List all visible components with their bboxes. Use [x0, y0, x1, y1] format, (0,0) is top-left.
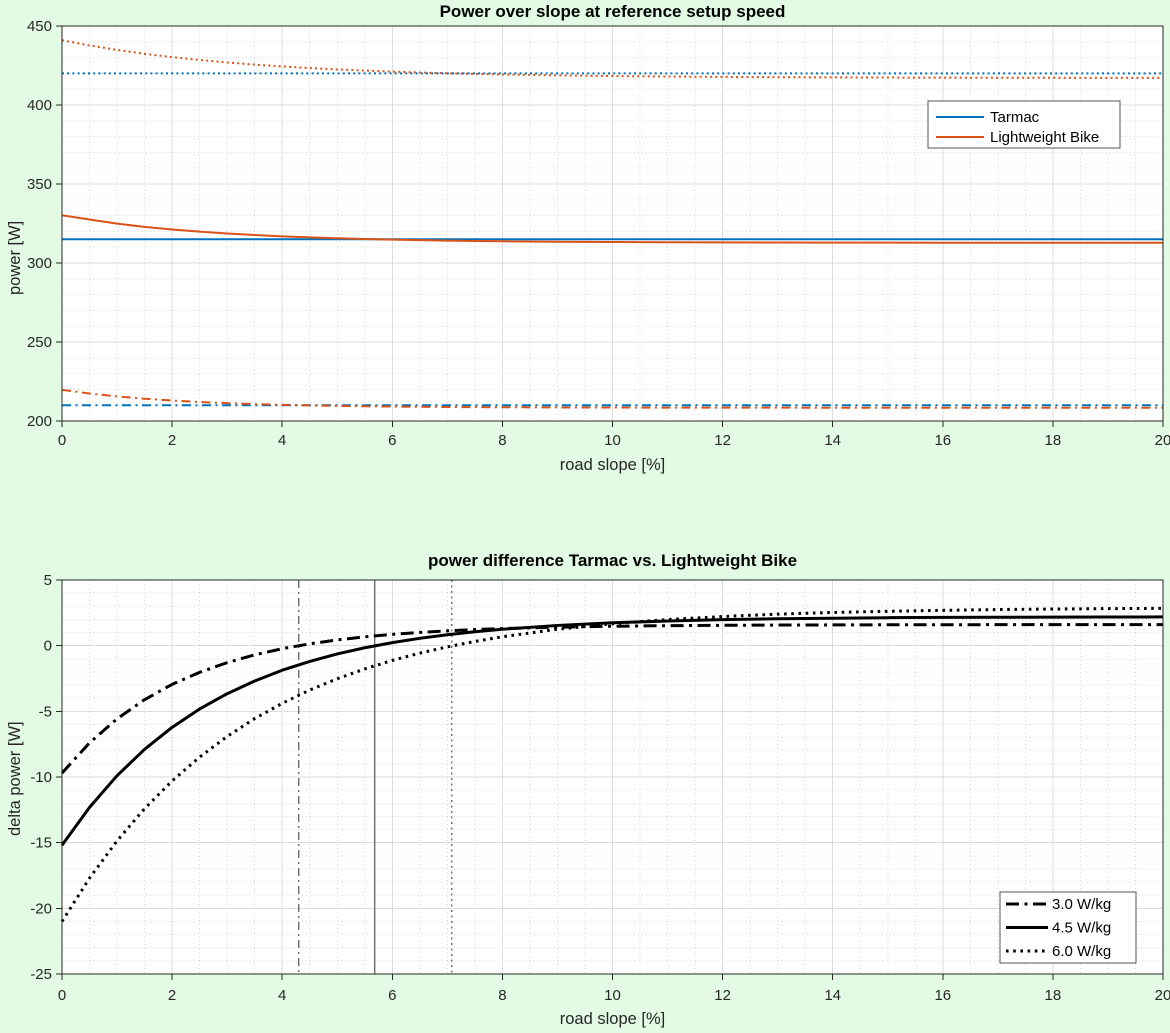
x-tick-label: 20 [1155, 432, 1170, 449]
y-tick-label: 300 [27, 255, 52, 272]
series-delta-3.0-wkg [60, 623, 1163, 775]
legend-label: Lightweight Bike [990, 129, 1099, 146]
legend: Tarmac Lightweight Bike [927, 100, 1121, 149]
y-tick-label: 0 [44, 638, 52, 655]
x-tick-label: 12 [714, 987, 731, 1004]
x-tick-label: 20 [1155, 987, 1170, 1004]
series-lightweight-3.0-wkg [61, 388, 1163, 409]
legend: 3.0 W/kg 4.5 W/kg 6.0 W/kg [999, 891, 1137, 964]
tick-labels: 0 2 4 6 8 10 12 14 16 18 20 -25 -20 -15 -10 -5 0 5 [30, 572, 1170, 1004]
x-tick-label: 18 [1045, 432, 1062, 449]
x-tick-label: 18 [1045, 987, 1062, 1004]
x-tick-label: 14 [824, 987, 841, 1004]
tick-labels: 0 2 4 6 8 10 12 14 16 18 20 200 250 300 350 400 450 [27, 18, 1170, 449]
x-tick-label: 14 [824, 432, 841, 449]
y-tick-label: 400 [27, 97, 52, 114]
x-tick-label: 2 [168, 987, 176, 1004]
major-grid [62, 580, 1163, 974]
tick-marks [56, 579, 1164, 980]
x-tick-label: 4 [278, 432, 286, 449]
y-tick-label: 350 [27, 176, 52, 193]
x-tick-label: 0 [58, 987, 66, 1004]
y-tick-label: 5 [44, 572, 52, 589]
x-tick-label: 0 [58, 432, 66, 449]
x-tick-label: 4 [278, 987, 286, 1004]
series-delta-6.0-wkg [60, 606, 1164, 923]
y-tick-label: 450 [27, 18, 52, 35]
x-tick-label: 8 [498, 432, 506, 449]
legend-label: 3.0 W/kg [1052, 896, 1111, 913]
y-tick-label: 200 [27, 413, 52, 430]
y-tick-label: 250 [27, 334, 52, 351]
legend-label: Tarmac [990, 109, 1040, 126]
x-tick-label: 16 [934, 987, 951, 1004]
legend-label: 6.0 W/kg [1052, 943, 1111, 960]
x-tick-label: 10 [604, 432, 621, 449]
power-difference-chart: 0 2 4 6 8 10 12 14 16 18 20 -25 -20 -15 -10 -5 0 5 3.0 W/k… [30, 572, 1170, 1004]
x-tick-label: 2 [168, 432, 176, 449]
y-tick-label: -10 [30, 769, 52, 786]
major-grid [62, 26, 1163, 421]
x-tick-label: 8 [498, 987, 506, 1004]
y-tick-label: -25 [30, 966, 52, 983]
series-delta-4.5-wkg [60, 615, 1164, 847]
y-tick-label: -5 [39, 703, 52, 720]
x-tick-label: 12 [714, 432, 731, 449]
y-tick-label: -15 [30, 835, 52, 852]
x-tick-label: 6 [388, 432, 396, 449]
x-tick-label: 10 [604, 987, 621, 1004]
x-tick-label: 6 [388, 987, 396, 1004]
tick-marks [56, 25, 1164, 427]
x-tick-label: 16 [934, 432, 951, 449]
legend-label: 4.5 W/kg [1052, 920, 1111, 937]
y-tick-label: -20 [30, 900, 52, 917]
power-over-slope-chart: 0 2 4 6 8 10 12 14 16 18 20 200 250 300 350 400 450 Tarma… [27, 18, 1170, 449]
series-lightweight-4.5-wkg [61, 214, 1164, 244]
legend-box [927, 100, 1121, 149]
